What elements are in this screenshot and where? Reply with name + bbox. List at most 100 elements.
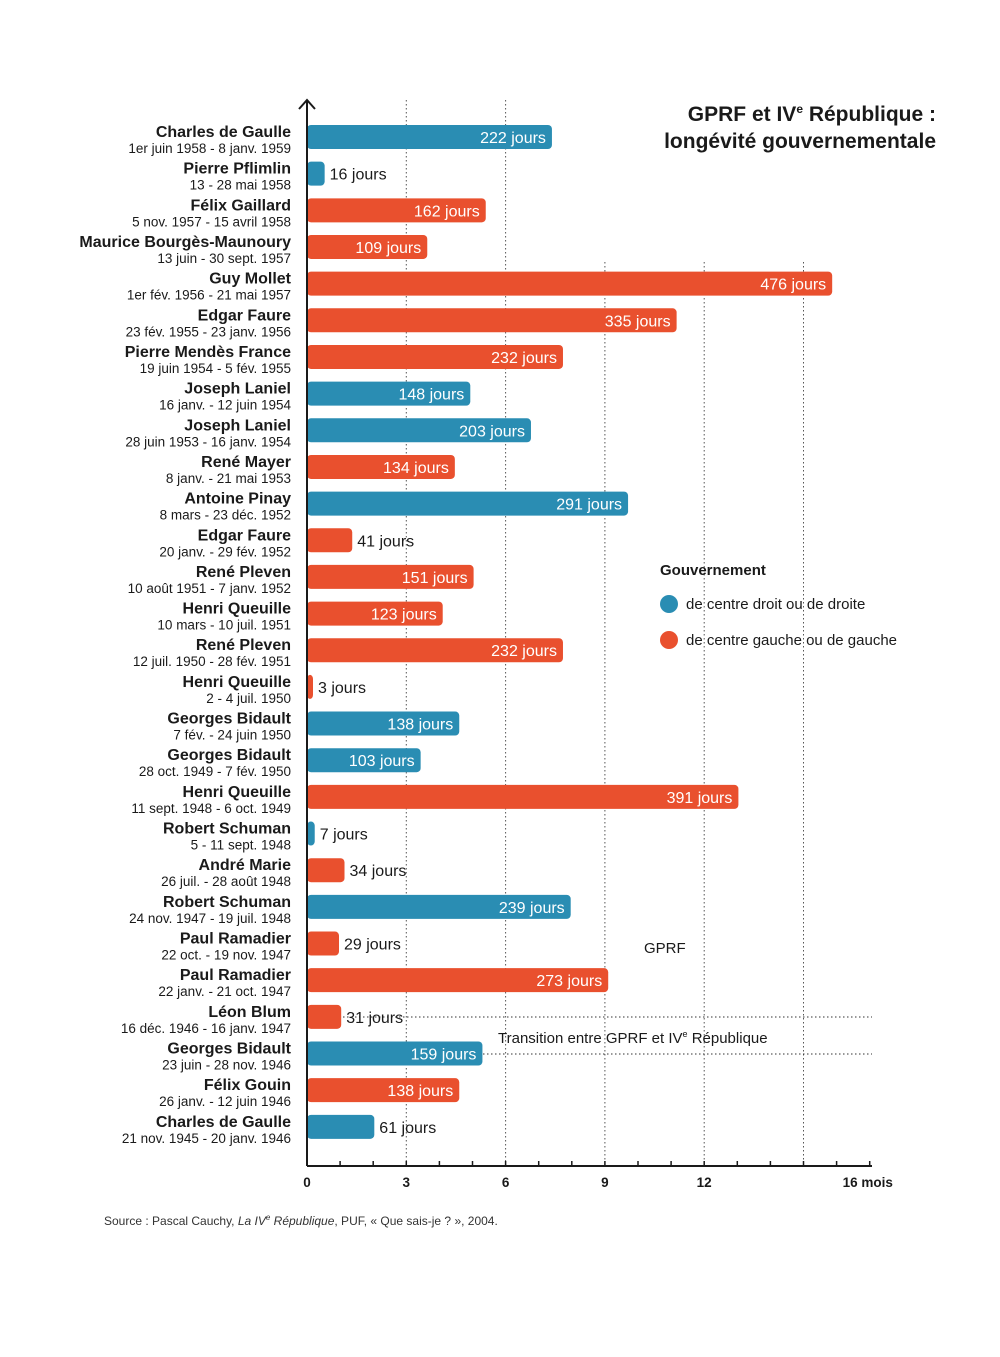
bar-value-label-23: 273 jours [536,973,602,990]
chart-title: GPRF et IVe République : longévité gouve… [664,96,936,155]
bar-5 [307,308,677,333]
row-dates-16: 7 fév. - 24 juin 1950 [173,728,291,743]
row-dates-0: 1er juin 1958 - 8 janv. 1959 [128,141,291,156]
row-dates-25: 23 juin - 28 nov. 1946 [162,1058,291,1073]
row-dates-11: 20 janv. - 29 fév. 1952 [159,544,291,559]
row-dates-1: 13 - 28 mai 1958 [190,178,291,193]
bar-6 [307,344,563,369]
legend-item-gauche: de centre gauche ou de gauche [660,629,897,651]
row-dates-15: 2 - 4 juil. 1950 [206,691,291,706]
bar-26 [307,1078,460,1103]
x-tick-label-3: 3 [403,1175,411,1190]
row-name-24: Léon Blum [208,1004,291,1021]
x-tick-label-9: 9 [601,1175,609,1190]
transition-sup: e [682,1029,688,1039]
row-dates-2: 5 nov. 1957 - 15 avril 1958 [132,214,291,229]
row-dates-10: 8 mars - 23 déc. 1952 [160,508,291,523]
title-line1-sup: e [796,102,803,116]
title-line2: longévité gouvernementale [664,130,936,153]
row-name-10: Antoine Pinay [184,491,291,508]
row-name-4: Guy Mollet [209,271,291,288]
bar-1 [307,161,325,186]
bar-value-label-6: 232 jours [491,350,557,367]
bar-3 [307,234,428,259]
bar-0 [307,125,552,149]
bar-value-label-27: 61 jours [379,1120,436,1137]
row-name-9: René Mayer [201,454,291,471]
row-name-17: Georges Bidault [167,747,291,764]
row-name-14: René Pleven [196,637,291,654]
row-name-23: Paul Ramadier [180,967,291,984]
row-name-5: Edgar Faure [198,307,291,324]
bar-value-label-14: 232 jours [491,643,557,660]
row-name-26: Félix Gouin [204,1077,291,1094]
row-name-0: Charles de Gaulle [156,124,291,141]
row-dates-13: 10 mars - 10 juil. 1951 [157,618,291,633]
row-name-2: Félix Gaillard [191,197,291,214]
bar-value-label-17: 103 jours [349,753,415,770]
bar-7 [307,381,471,406]
row-dates-7: 16 janv. - 12 juin 1954 [159,398,291,413]
bar-value-label-25: 159 jours [411,1047,477,1064]
bar-value-label-5: 335 jours [605,313,671,330]
source-suffix: , PUF, « Que sais-je ? », 2004. [334,1214,498,1228]
row-dates-12: 10 août 1951 - 7 janv. 1952 [128,581,291,596]
bar-value-label-8: 203 jours [459,423,525,440]
row-name-20: André Marie [199,857,292,874]
row-dates-19: 5 - 11 sept. 1948 [191,838,291,853]
row-name-12: René Pleven [196,564,291,581]
row-dates-8: 28 juin 1953 - 16 janv. 1954 [125,434,291,449]
row-name-22: Paul Ramadier [180,931,291,948]
row-name-27: Charles de Gaulle [156,1114,291,1131]
bar-27 [307,1114,375,1139]
legend-label-gauche: de centre gauche ou de gauche [686,631,898,649]
row-dates-24: 16 déc. 1946 - 16 janv. 1947 [121,1021,291,1036]
bar-23 [307,968,609,993]
bar-value-label-21: 239 jours [499,900,565,917]
row-name-15: Henri Queuille [183,674,292,691]
bar-value-label-11: 41 jours [357,533,414,550]
bar-13 [307,601,443,626]
bar-value-label-4: 476 jours [760,277,826,294]
source-prefix: Source : Pascal Cauchy, [104,1214,238,1228]
bar-value-label-1: 16 jours [330,167,387,184]
bar-9 [307,454,455,479]
bar-4 [307,271,833,296]
transition-suffix: République [687,1030,768,1047]
row-name-1: Pierre Pflimlin [183,161,291,178]
bar-2 [307,198,486,223]
row-dates-14: 12 juil. 1950 - 28 fév. 1951 [133,654,291,669]
row-name-8: Joseph Laniel [184,417,291,434]
x-tick-label-16: 16 mois [843,1175,893,1190]
bar-value-label-16: 138 jours [387,717,453,734]
bar-value-label-22: 29 jours [344,937,401,954]
bar-8 [307,418,531,443]
y-axis-arrow [298,98,316,110]
bar-17 [307,748,421,773]
x-tick-label-6: 6 [502,1175,510,1190]
bar-value-label-15: 3 jours [318,680,366,697]
bar-19 [307,821,315,846]
bar-21 [307,894,571,919]
row-name-16: Georges Bidault [167,711,291,728]
x-tick-label-12: 12 [697,1175,712,1190]
row-name-3: Maurice Bourgès-Maunoury [79,234,291,251]
row-dates-21: 24 nov. 1947 - 19 juil. 1948 [129,911,291,926]
legend-label-droite: de centre droit ou de droite [686,595,866,613]
bar-value-label-19: 7 jours [320,827,368,844]
bar-value-label-10: 291 jours [556,497,622,514]
source-book-prefix: La IV [237,1214,266,1228]
source-book-sup: e [265,1213,271,1222]
bar-value-label-26: 138 jours [387,1083,453,1100]
bar-value-label-2: 162 jours [414,203,480,220]
bar-12 [307,564,474,589]
row-name-7: Joseph Laniel [184,381,291,398]
source-book-suffix: République [270,1214,335,1228]
row-dates-18: 11 sept. 1948 - 6 oct. 1949 [131,801,291,816]
row-dates-9: 8 janv. - 21 mai 1953 [166,471,291,486]
bar-18 [307,784,739,809]
period-label-gprf: GPRF [644,940,686,957]
bar-25 [307,1041,483,1066]
